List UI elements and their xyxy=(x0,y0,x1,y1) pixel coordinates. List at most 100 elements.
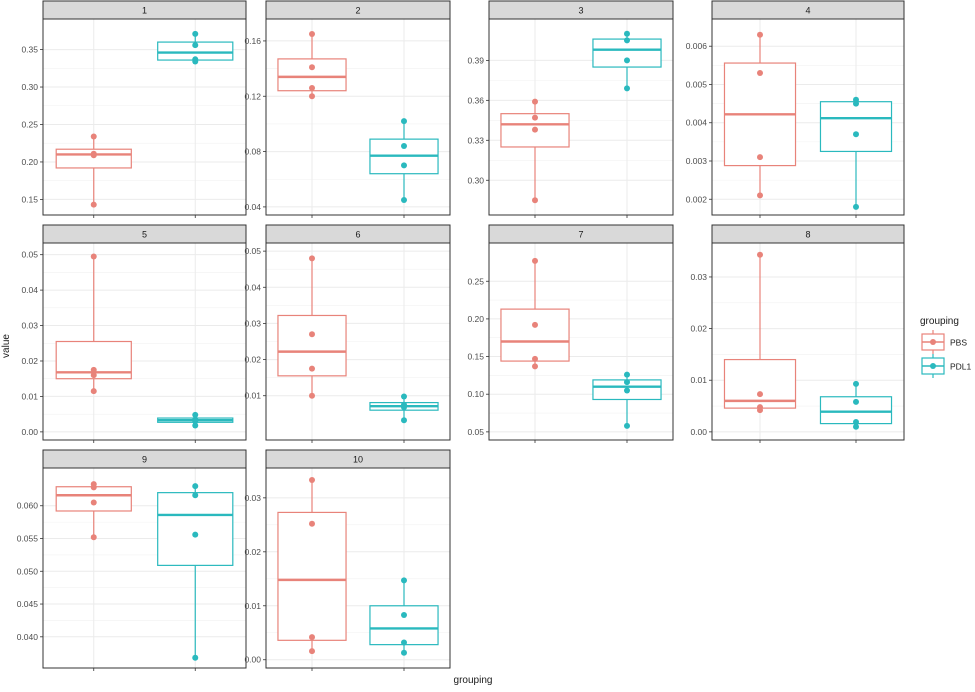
y-tick-label: 0.004 xyxy=(686,118,708,128)
data-point xyxy=(853,423,859,430)
data-point xyxy=(309,64,315,71)
legend-key-point xyxy=(930,363,936,369)
legend-key-pdl1: PDL1 xyxy=(921,354,972,378)
data-point xyxy=(757,192,763,199)
data-point xyxy=(532,355,538,362)
data-point xyxy=(90,253,97,260)
box-pbs xyxy=(723,31,797,199)
facet-strip-label: 7 xyxy=(578,230,583,240)
facet-strip-label: 1 xyxy=(142,6,147,16)
data-point xyxy=(192,30,199,37)
legend-label: PBS xyxy=(950,338,967,348)
box-pdl1 xyxy=(592,30,662,92)
y-tick-label: 0.30 xyxy=(21,82,38,92)
data-point xyxy=(90,484,97,491)
y-tick-label: 0.02 xyxy=(21,356,38,366)
y-tick-label: 0.01 xyxy=(244,601,261,611)
data-point xyxy=(532,197,538,204)
data-point xyxy=(532,257,538,264)
data-point xyxy=(624,57,630,64)
data-point xyxy=(757,154,763,161)
panel-border xyxy=(711,242,905,441)
facet-strip-label: 4 xyxy=(805,6,810,16)
data-point xyxy=(853,398,859,405)
y-tick-label: 0.006 xyxy=(686,41,708,51)
y-tick-label: 0.01 xyxy=(244,391,261,401)
data-point xyxy=(90,534,97,541)
panel-border xyxy=(42,467,247,669)
panel-border xyxy=(265,467,451,669)
y-tick-label: 0.00 xyxy=(21,427,38,437)
data-point xyxy=(192,58,199,65)
box-pbs xyxy=(55,133,132,208)
box-pdl1 xyxy=(157,483,234,661)
y-tick-label: 0.03 xyxy=(690,272,707,282)
box-iqr xyxy=(157,492,234,566)
facet-panel-7: 7 0.05 0.10 0.15 0.20 0.25 xyxy=(467,224,674,443)
data-point xyxy=(401,143,407,150)
box-pbs xyxy=(277,477,347,655)
y-tick-label: 0.25 xyxy=(467,276,484,286)
y-tick-label: 0.045 xyxy=(17,599,39,609)
data-point xyxy=(757,407,763,414)
data-point xyxy=(309,365,315,372)
box-pdl1 xyxy=(157,411,234,429)
y-tick-label: 0.25 xyxy=(21,119,38,129)
panel-border xyxy=(265,18,451,216)
data-point xyxy=(192,422,199,429)
facet-panel-8: 8 0.00 0.01 0.02 0.03 xyxy=(690,224,905,443)
y-tick-label: 0.20 xyxy=(21,157,38,167)
box-pdl1 xyxy=(369,118,439,203)
data-point xyxy=(757,251,763,258)
facet-panel-2: 2 0.04 0.08 0.12 0.16 xyxy=(244,0,451,218)
x-axis-title: grouping xyxy=(454,675,493,686)
data-point xyxy=(192,418,199,425)
data-point xyxy=(192,42,199,49)
facet-strip-label: 5 xyxy=(142,230,147,240)
y-tick-label: 0.05 xyxy=(21,250,38,260)
panel-background xyxy=(266,19,450,215)
facet-panel-9: 9 0.040 0.045 0.050 0.055 0.060 xyxy=(17,449,247,671)
box-pbs xyxy=(55,253,132,395)
data-point xyxy=(192,411,199,418)
facet-strip-label: 9 xyxy=(142,455,147,465)
y-tick-label: 0.39 xyxy=(467,55,484,65)
box-pbs xyxy=(55,481,132,541)
data-point xyxy=(401,196,407,203)
box-pbs xyxy=(277,31,347,100)
data-point xyxy=(192,492,199,499)
y-tick-label: 0.30 xyxy=(467,175,484,185)
y-axis-title: value xyxy=(1,334,12,358)
data-point xyxy=(309,93,315,100)
legend-title: grouping xyxy=(920,316,959,327)
data-point xyxy=(401,393,407,400)
data-point xyxy=(192,483,199,490)
y-tick-label: 0.16 xyxy=(244,36,261,46)
data-point xyxy=(624,379,630,386)
box-pbs xyxy=(500,257,570,370)
data-point xyxy=(401,577,407,584)
data-point xyxy=(401,639,407,646)
data-point xyxy=(401,611,407,618)
y-tick-label: 0.05 xyxy=(244,246,261,256)
y-tick-label: 0.02 xyxy=(690,324,707,334)
box-iqr xyxy=(55,486,132,512)
data-point xyxy=(853,419,859,426)
data-point xyxy=(532,321,538,328)
data-point xyxy=(757,391,763,398)
y-tick-label: 0.055 xyxy=(17,534,39,544)
box-iqr xyxy=(277,511,347,641)
data-point xyxy=(90,133,97,140)
data-point xyxy=(90,499,97,506)
data-point xyxy=(90,201,97,208)
legend-key-point xyxy=(930,339,936,345)
facet-strip-label: 6 xyxy=(355,230,360,240)
data-point xyxy=(309,331,315,338)
data-point xyxy=(401,404,407,411)
facet-strip-label: 10 xyxy=(353,455,363,465)
data-point xyxy=(401,649,407,656)
facet-panel-3: 3 0.30 0.33 0.36 0.39 xyxy=(467,0,674,218)
data-point xyxy=(624,387,630,394)
data-point xyxy=(853,380,859,387)
